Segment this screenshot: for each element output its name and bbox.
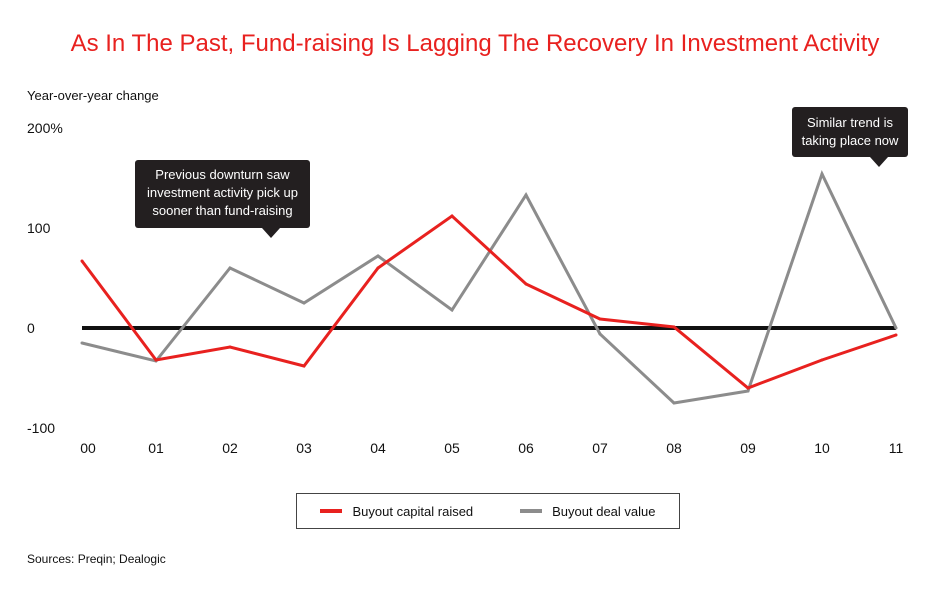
data-point [80,341,84,345]
x-axis-ticks: 00 01 02 03 04 05 06 07 08 09 10 11 [80,440,903,456]
legend-swatch [520,509,543,513]
data-point [598,332,602,336]
data-point [894,326,898,330]
x-tick-label: 01 [148,440,164,456]
annotation-text: Previous downturn saw investment activit… [146,167,298,218]
legend-item-capital-raised: Buyout capital raised [320,504,473,519]
data-point [154,358,158,362]
data-point [376,254,380,258]
x-tick-label: 08 [666,440,682,456]
series-line-deal-value [81,170,898,405]
x-tick-label: 00 [80,440,96,456]
annotation-pointer [262,228,280,238]
series-line-capital-raised [80,214,897,390]
data-point [746,389,750,393]
x-tick-label: 02 [222,440,238,456]
x-tick-label: 06 [518,440,534,456]
y-axis-label: Year-over-year change [27,88,159,103]
series-layer [80,170,898,405]
data-point [376,266,380,270]
y-axis-ticks: 200% 100 0 -100 [27,120,63,436]
chart-title: As In The Past, Fund-raising Is Lagging … [70,30,880,57]
chart-legend: Buyout capital raised Buyout deal value [296,493,680,529]
data-point [228,345,232,349]
y-tick-label: 0 [27,320,35,336]
data-point [450,214,454,218]
data-point [598,317,602,321]
legend-swatch [320,509,343,513]
annotation-text: Similar trend is taking place now [801,115,899,148]
data-point [746,386,750,390]
legend-label: Buyout deal value [552,503,656,519]
data-point [820,172,824,176]
data-point [450,308,454,312]
x-tick-label: 04 [370,440,386,456]
legend-item-deal-value: Buyout deal value [520,503,656,519]
x-tick-label: 10 [814,440,830,456]
x-tick-label: 03 [296,440,312,456]
legend-label: Buyout capital raised [352,503,474,519]
data-point [80,259,84,263]
x-tick-label: 09 [740,440,756,456]
data-point [302,301,306,305]
y-tick-label: 200% [27,120,63,136]
data-point [228,266,232,270]
data-point [820,358,824,362]
y-tick-label: -100 [27,420,55,436]
annotation-similar-trend: Similar trend is taking place now [792,107,908,167]
annotation-pointer [870,157,888,167]
data-point [524,193,528,197]
x-tick-label: 11 [889,440,904,456]
x-tick-label: 05 [444,440,460,456]
data-point [524,282,528,286]
sources-note: Sources: Preqin; Dealogic [27,552,166,566]
y-tick-label: 100 [27,220,51,236]
x-tick-label: 07 [592,440,608,456]
data-point [894,333,898,337]
annotation-previous-downturn: Previous downturn saw investment activit… [135,160,310,238]
data-point [672,325,676,329]
data-point [672,401,676,405]
data-point [302,364,306,368]
